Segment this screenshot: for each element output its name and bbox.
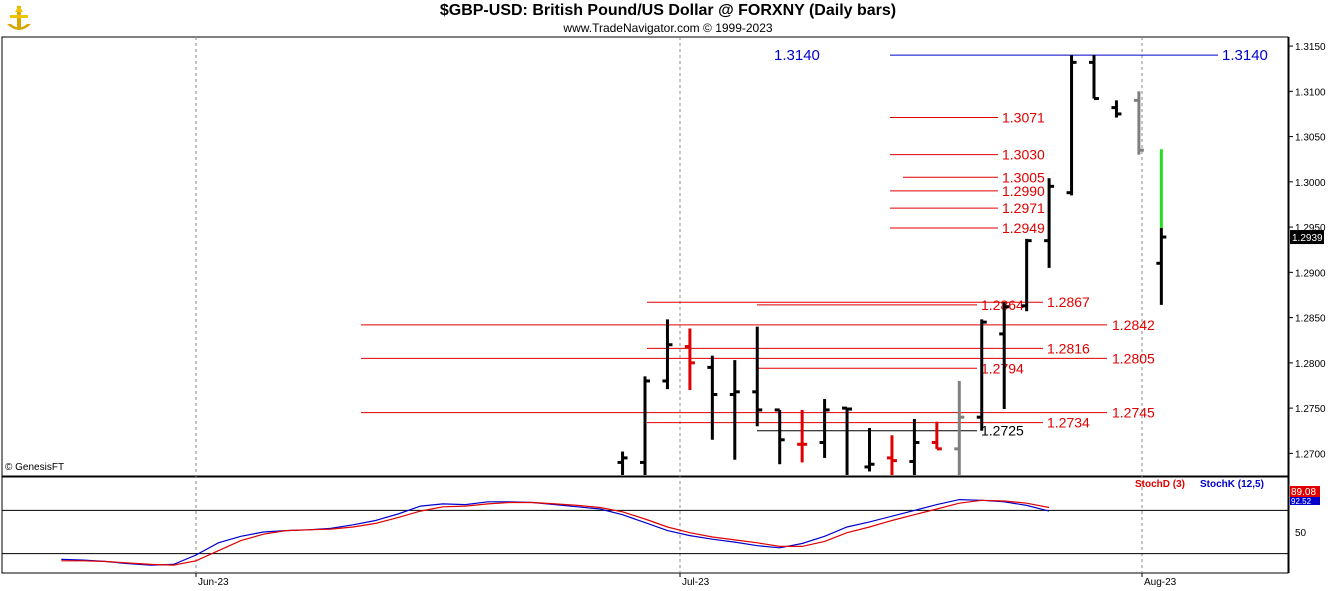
level-label: 1.2990	[1002, 183, 1045, 199]
level-label: 1.2949	[1002, 220, 1045, 236]
stoch-k-tag	[1290, 497, 1320, 505]
price-tick-label: 1.2950	[1295, 223, 1326, 234]
level-label: 1.2816	[1047, 340, 1090, 356]
level-label: 1.3140	[1222, 47, 1268, 64]
stoch-k-legend: StochK (12,5)	[1200, 479, 1264, 490]
stoch-k-tag-label: 92.52	[1291, 497, 1312, 506]
last-price-label: 1.2939	[1292, 233, 1323, 244]
level-label: 1.2842	[1112, 317, 1155, 333]
price-tick-label: 1.3050	[1295, 133, 1326, 144]
level-label: 1.3030	[1002, 147, 1045, 163]
stoch-k-line	[61, 498, 1050, 566]
price-tick-label: 1.3000	[1295, 178, 1326, 189]
level-label: 1.3140	[774, 47, 820, 64]
stoch-pane	[1, 476, 1289, 574]
level-label: 1.2971	[1002, 200, 1045, 216]
level-label: 1.2794	[981, 360, 1024, 376]
trade-navigator-logo-icon	[7, 5, 31, 30]
level-label: 1.2725	[981, 423, 1024, 439]
level-label: 1.2745	[1112, 405, 1155, 421]
price-tick-label: 1.2700	[1295, 449, 1326, 460]
stoch-d-tag-label: 89.08	[1291, 487, 1316, 498]
price-tick-label: 1.2750	[1295, 404, 1326, 415]
level-label: 1.2805	[1112, 350, 1155, 366]
genesis-credit: © GenesisFT	[5, 462, 65, 473]
x-tick-label: Jul-23	[682, 577, 710, 588]
price-tick-label: 1.3100	[1295, 87, 1326, 98]
chart-title: $GBP-USD: British Pound/US Dollar @ FORX…	[439, 2, 897, 19]
level-label: 1.3005	[1002, 169, 1045, 185]
price-tick-label: 1.2800	[1295, 359, 1326, 370]
x-tick-label: Aug-23	[1144, 577, 1177, 588]
level-label: 1.3071	[1002, 110, 1045, 126]
stoch-d-tag	[1290, 486, 1320, 497]
price-tick-label: 1.2850	[1295, 314, 1326, 325]
stoch-d-line	[61, 499, 1050, 566]
level-label: 1.2734	[1047, 415, 1090, 431]
level-label: 1.2867	[1047, 294, 1090, 310]
price-tick-label: 1.3150	[1295, 42, 1326, 53]
level-label: 1.2864	[981, 297, 1024, 313]
stoch-d-legend: StochD (3)	[1135, 479, 1185, 490]
stoch-tick-label: 50	[1295, 528, 1307, 539]
x-tick-label: Jun-23	[198, 577, 229, 588]
price-tick-label: 1.2900	[1295, 268, 1326, 279]
last-price-tag	[1290, 230, 1324, 245]
chart-subtitle: www.TradeNavigator.com © 1999-2023	[563, 21, 773, 35]
